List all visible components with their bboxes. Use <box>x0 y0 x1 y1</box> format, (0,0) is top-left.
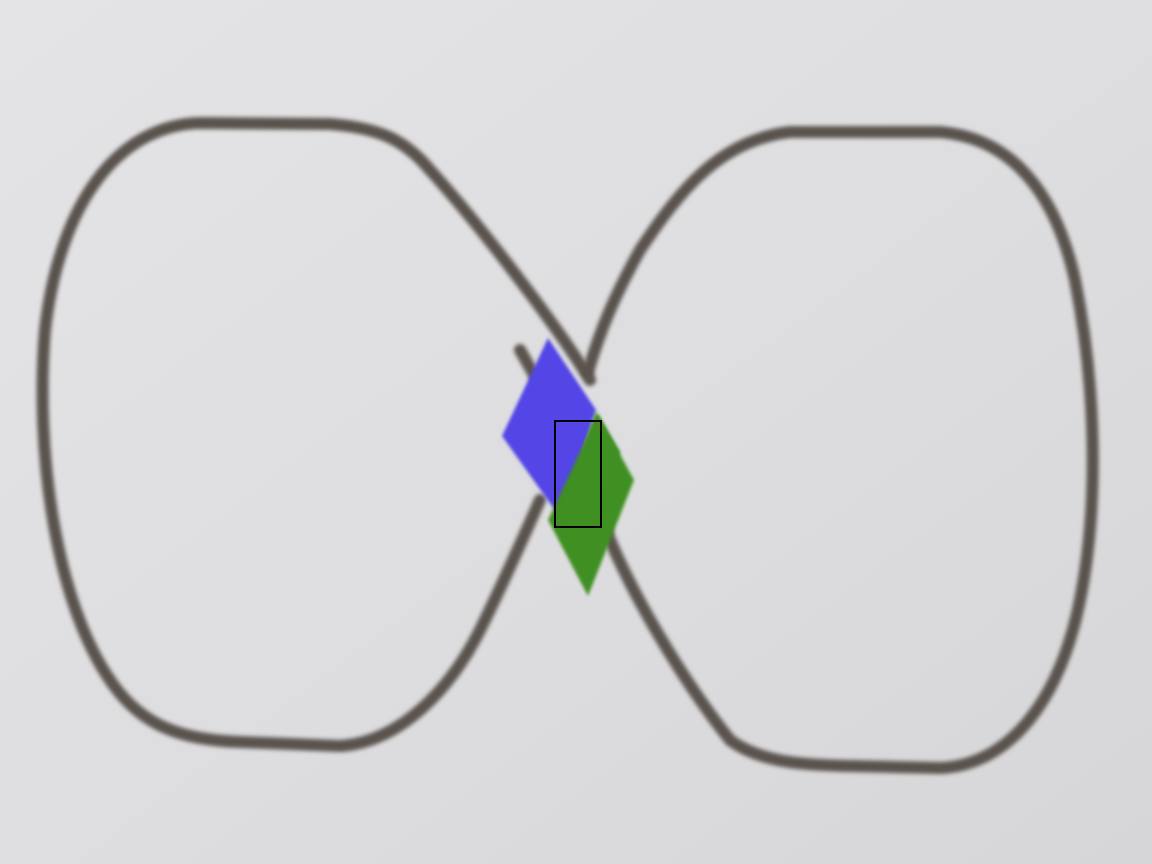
robot-rear-overlap <box>560 412 620 540</box>
track-left-loop <box>36 116 596 753</box>
robot-marker-box <box>554 420 602 528</box>
track-right-loop <box>514 126 1099 775</box>
